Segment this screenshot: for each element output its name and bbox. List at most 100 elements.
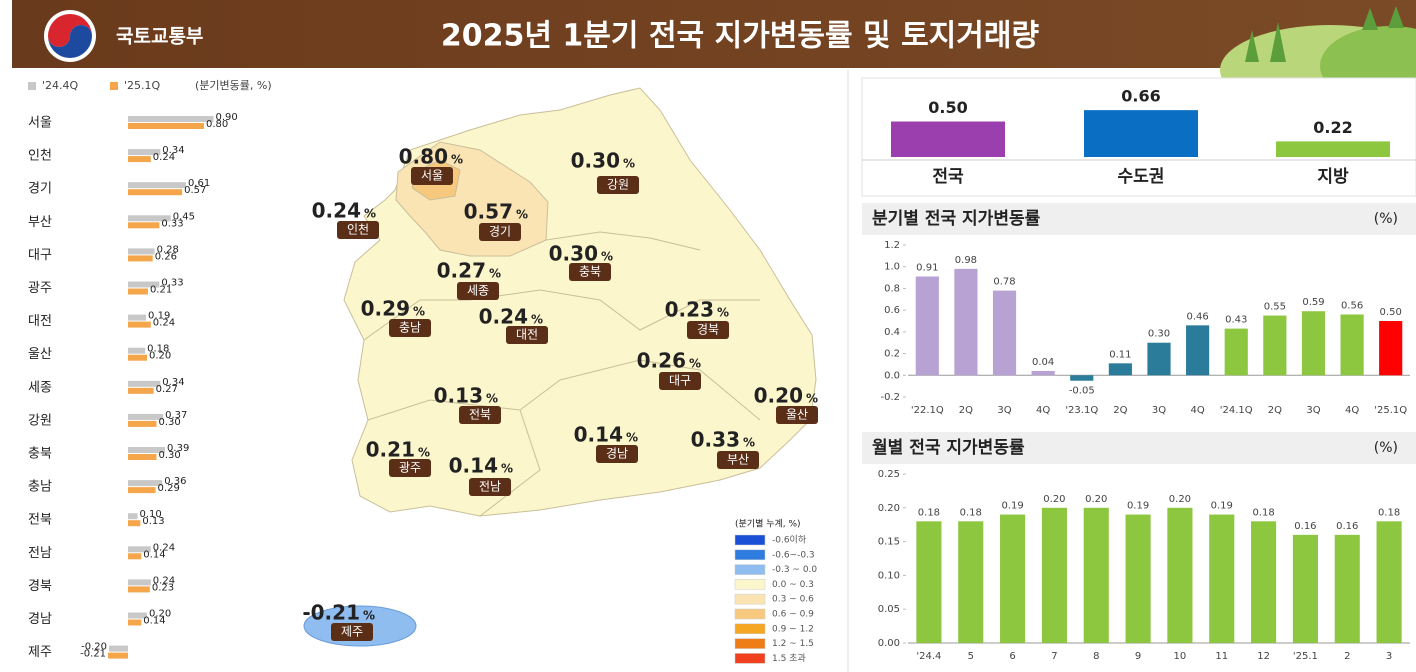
region-value: 0.29: [361, 297, 410, 321]
value-label: 0.27: [156, 384, 178, 395]
bar: [992, 290, 1017, 376]
region-unit: %: [413, 305, 425, 319]
x-tick-label: 3: [1386, 651, 1392, 662]
x-tick-label: 3Q: [1306, 405, 1320, 416]
region-tag: [659, 372, 701, 390]
bar: [1251, 521, 1277, 643]
bar: [1084, 110, 1198, 157]
value-label: 0.23: [152, 582, 174, 593]
y-tick-label: 1.0: [884, 262, 900, 273]
bar: [128, 189, 183, 196]
bar: [128, 387, 154, 394]
region-name: 경기: [489, 225, 511, 239]
region-tag: [389, 319, 431, 337]
category-label: 광주: [28, 281, 52, 296]
value-label: 0.22: [1313, 118, 1352, 137]
value-label: 0.19: [1001, 501, 1023, 512]
region-value: 0.14: [449, 454, 498, 478]
value-label: 0.57: [184, 185, 206, 196]
region-name: 경남: [606, 447, 628, 461]
category-label: 경기: [28, 182, 52, 197]
bar: [1334, 534, 1360, 643]
region-unit: %: [689, 357, 701, 371]
category-label: 전국: [932, 167, 964, 187]
bar: [1031, 370, 1055, 376]
region-value: -0.21: [302, 601, 360, 625]
category-label: 경남: [28, 612, 52, 627]
region-value: 0.20: [754, 384, 803, 408]
legend-swatch: [734, 549, 766, 561]
legend-label: 0.6 ~ 0.9: [772, 610, 814, 620]
region-unit: %: [451, 153, 463, 167]
x-tick-label: '25.1: [1293, 651, 1318, 662]
bar: [128, 520, 141, 527]
value-label: -0.05: [1069, 386, 1095, 397]
value-label: 0.24: [153, 575, 175, 586]
x-tick-label: 2: [1344, 651, 1350, 662]
value-label: 0.16: [1336, 521, 1358, 532]
value-label: 0.50: [1380, 307, 1402, 318]
y-tick-label: 0.10: [878, 570, 900, 581]
legend-label: -0.3 ~ 0.0: [772, 565, 817, 575]
value-label: 0.37: [165, 410, 187, 421]
bar: [958, 521, 984, 643]
bar: [128, 182, 186, 189]
map: [303, 87, 817, 647]
y-tick-label: 0.05: [878, 604, 900, 615]
x-tick-label: '25.1Q: [1374, 405, 1407, 416]
ministry-name: 국토교통부: [116, 26, 203, 48]
region-name: 충북: [579, 265, 601, 279]
trees: [1245, 6, 1404, 62]
value-label: 0.18: [1252, 507, 1274, 518]
value-label: 0.14: [143, 616, 165, 627]
value-label: 0.20: [1085, 494, 1107, 505]
x-tick-label: '23.1Q: [1065, 405, 1098, 416]
region-tag: [389, 459, 431, 477]
region-value: 0.13: [434, 384, 483, 408]
region-name: 부산: [727, 453, 749, 467]
value-label: 0.24: [153, 152, 175, 163]
region-name: 세종: [467, 284, 489, 298]
bar: [128, 513, 138, 520]
value-label: 0.56: [1341, 300, 1363, 311]
y-tick-label: 0.25: [878, 469, 900, 480]
x-tick-label: 2Q: [1268, 405, 1282, 416]
region-unit: %: [623, 157, 635, 171]
region-value: 0.14: [574, 423, 623, 447]
region-value: 0.21: [366, 438, 415, 462]
bar: [1125, 514, 1151, 643]
bar: [1276, 141, 1390, 157]
bar: [109, 645, 128, 652]
region-value: 0.23: [665, 298, 714, 322]
bar: [128, 454, 157, 460]
region-value: 0.30: [549, 242, 598, 266]
boundaries: [363, 231, 761, 517]
legend-label: 0.9 ~ 1.2: [772, 624, 814, 634]
value-label: 0.45: [173, 211, 195, 222]
category-label: 제주: [28, 645, 52, 660]
legend-swatch: [734, 638, 766, 649]
bar: [1186, 325, 1210, 376]
value-label: 0.11: [1109, 349, 1131, 360]
bar: [1263, 315, 1287, 376]
x-tick-label: 2Q: [959, 405, 973, 416]
legend-label: -0.6이하: [772, 535, 807, 546]
legend-swatch: [734, 623, 766, 635]
value-label: 0.10: [140, 509, 162, 520]
region-tag: [569, 263, 611, 281]
bar: [128, 222, 160, 229]
x-tick-label: '22.1Q: [911, 405, 944, 416]
region-tag: [459, 406, 501, 424]
legend-swatch: [734, 653, 766, 664]
bar: [128, 116, 214, 122]
bar: [1224, 328, 1248, 376]
category-label: 대구: [28, 248, 52, 263]
legend-label: 0.0 ~ 0.3: [772, 580, 814, 590]
panel-header: [862, 432, 1416, 464]
value-label: 0.34: [162, 377, 184, 388]
region-tag: [411, 167, 453, 185]
value-label: 0.26: [155, 251, 177, 262]
bar: [1301, 311, 1326, 376]
